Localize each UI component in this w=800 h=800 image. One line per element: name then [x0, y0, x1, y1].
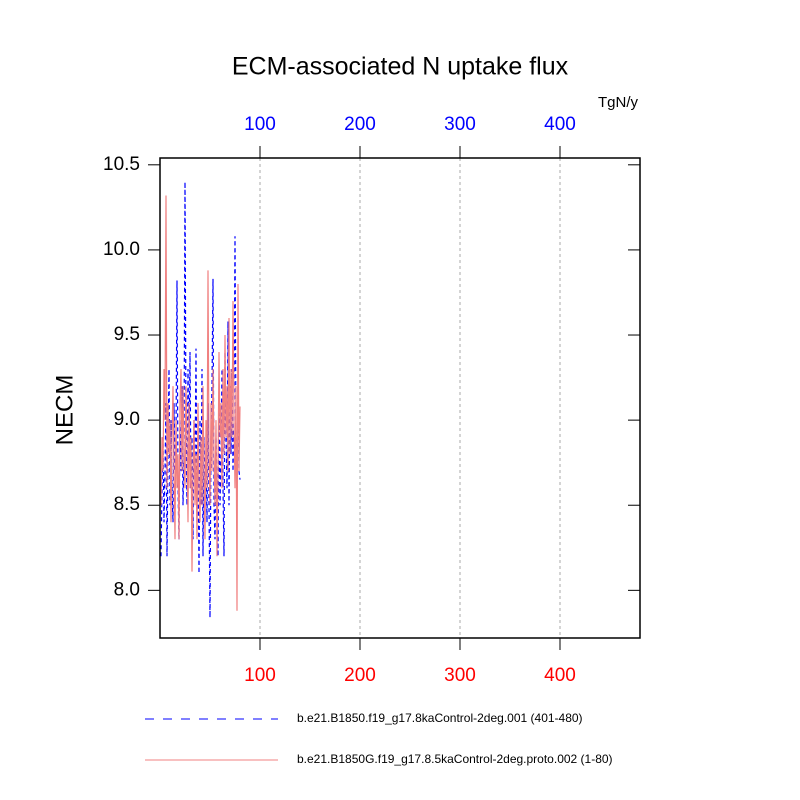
y-tick-label: 9.5	[114, 324, 140, 345]
plot-frame	[159, 157, 641, 639]
y-tick-label: 8.0	[114, 579, 140, 600]
x2-tick-label: 400	[544, 114, 576, 135]
x2-tick-label: 300	[444, 114, 476, 135]
x-tick-label: 400	[544, 665, 576, 686]
legend-label: b.e21.B1850.f19_g17.8kaControl-2deg.001 …	[297, 711, 583, 725]
data-line	[160, 181, 241, 618]
x-tick-label: 300	[444, 665, 476, 686]
y-tick-label: 9.0	[114, 409, 140, 430]
y-tick-label: 10.5	[103, 154, 140, 175]
x2-tick-label: 200	[344, 114, 376, 135]
legend-label: b.e21.B1850G.f19_g17.8.5kaControl-2deg.p…	[297, 752, 613, 766]
x-tick-label: 200	[344, 665, 376, 686]
y-tick-label: 8.5	[114, 494, 140, 515]
y-tick-label: 10.0	[103, 239, 140, 260]
chart-title: ECM-associated N uptake flux	[232, 53, 569, 81]
x2-axis-label: TgN/y	[598, 94, 639, 111]
data-line	[160, 195, 241, 611]
x2-tick-label: 100	[244, 114, 276, 135]
y-axis-label: NECM	[51, 375, 78, 446]
x-tick-label: 100	[244, 665, 276, 686]
